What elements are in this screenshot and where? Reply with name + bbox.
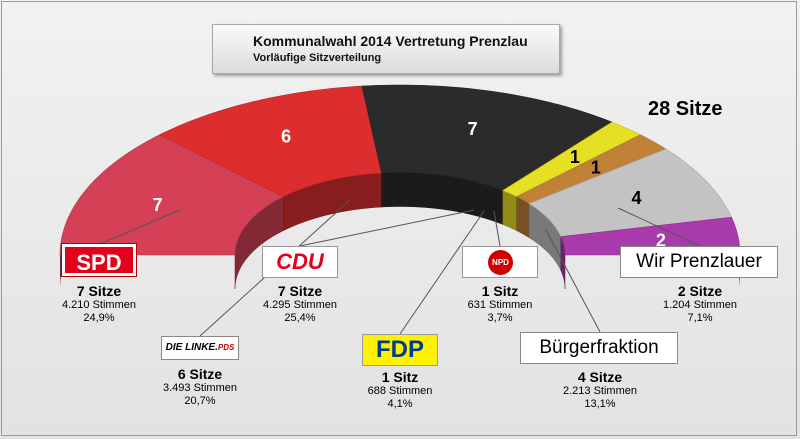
party-info-fdp: 1 Sitz 688 Stimmen 4,1% [345, 369, 455, 411]
npd-logo-disc: NPD [488, 250, 513, 275]
connector-fdp [399, 210, 485, 335]
fdp-logo: FDP [362, 334, 438, 366]
votes-spd: 4.210 Stimmen [62, 299, 136, 311]
seat-count-spd: 7 [152, 195, 162, 215]
seat-count-npd: 1 [591, 158, 601, 178]
chart-subtitle: Vorläufige Sitzverteilung [253, 52, 382, 64]
percent-linke: 20,7% [184, 395, 216, 407]
linke-logo: DIE LINKE.PDS [161, 336, 239, 360]
connector-wir-prenzlauer [617, 207, 701, 247]
seat-segment-side-fdp [502, 190, 517, 232]
percent-spd: 24,9% [83, 312, 115, 324]
votes-fdp: 688 Stimmen [367, 385, 433, 397]
votes-wir-prenzlauer: 1.204 Stimmen [663, 299, 737, 311]
party-info-npd: 1 Sitz 631 Stimmen 3,7% [445, 283, 555, 325]
party-info-linke: 6 Sitze 3.493 Stimmen 20,7% [145, 366, 255, 408]
segment-tops [59, 84, 741, 256]
seats-wir-prenzlauer: 2 Sitze [677, 283, 723, 299]
seats-npd: 1 Sitz [481, 283, 519, 299]
percent-fdp: 4,1% [387, 398, 413, 410]
connector-spd [99, 209, 181, 245]
seats-linke: 6 Sitze [177, 366, 223, 382]
percent-buergerfraktion: 13,1% [584, 398, 616, 410]
seats-spd: 7 Sitze [76, 283, 122, 299]
seats-fdp: 1 Sitz [381, 369, 419, 385]
seats-buergerfraktion: 4 Sitze [577, 369, 623, 385]
seat-count-linke: 6 [281, 127, 291, 147]
seat-count-cdu: 7 [468, 119, 478, 139]
total-seats: 28 Sitze [648, 98, 723, 120]
title-box: Kommunalwahl 2014 Vertretung Prenzlau Vo… [212, 24, 560, 74]
seats-cdu: 7 Sitze [277, 283, 323, 299]
votes-linke: 3.493 Stimmen [163, 382, 237, 394]
seat-segment-side-npd [516, 196, 530, 239]
party-info-buergerfraktion: 4 Sitze 2.213 Stimmen 13,1% [545, 369, 655, 411]
seat-count-wir-prenzlauer: 2 [656, 230, 666, 250]
spd-logo: SPD [61, 243, 137, 277]
npd-logo: NPD [462, 246, 538, 278]
connector-buergerfraktion [545, 229, 601, 333]
linke-logo-main: DIE LINKE. [165, 342, 218, 353]
cdu-logo: CDU [262, 246, 338, 278]
seat-segment-wir-prenzlauer [560, 216, 741, 256]
segment-labels: 7 6 7 11 4 2 [152, 119, 665, 250]
wir-prenzlauer-logo: Wir Prenzlauer [620, 246, 778, 278]
chart-title: Kommunalwahl 2014 Vertretung Prenzlau [253, 33, 528, 49]
party-info-wir-prenzlauer: 2 Sitze 1.204 Stimmen 7,1% [645, 283, 755, 325]
percent-cdu: 25,4% [284, 312, 316, 324]
percent-npd: 3,7% [487, 312, 513, 324]
seat-count-fdp: 1 [570, 147, 580, 167]
seat-count-buergerfraktion: 4 [631, 188, 641, 208]
votes-npd: 631 Stimmen [467, 299, 533, 311]
connector-cdu [299, 209, 475, 247]
percent-wir-prenzlauer: 7,1% [687, 312, 713, 324]
connector-npd [493, 210, 501, 247]
votes-cdu: 4.295 Stimmen [263, 299, 337, 311]
votes-buergerfraktion: 2.213 Stimmen [563, 385, 637, 397]
party-info-spd: 7 Sitze 4.210 Stimmen 24,9% [44, 283, 154, 325]
party-info-cdu: 7 Sitze 4.295 Stimmen 25,4% [245, 283, 355, 325]
linke-logo-suffix: PDS [217, 343, 235, 352]
buergerfraktion-logo: Bürgerfraktion [520, 332, 678, 364]
